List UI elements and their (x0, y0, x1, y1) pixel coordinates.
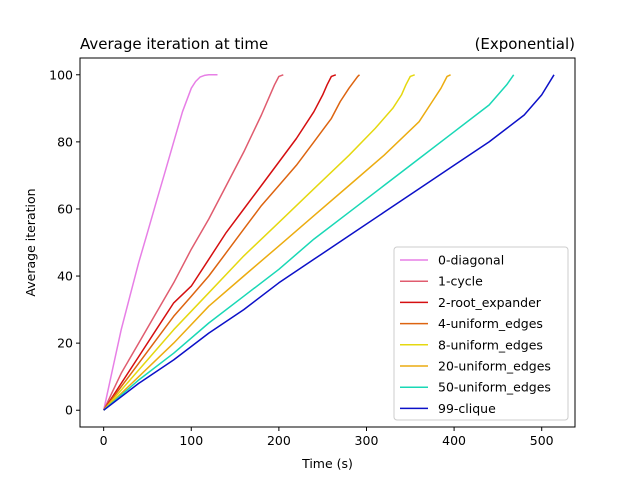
chart-title: Average iteration at time (80, 35, 268, 53)
series-line-99-clique (103, 74, 555, 411)
x-tick-label: 0 (100, 433, 108, 448)
legend-item-2-root_expander: 2-root_expander (438, 295, 542, 310)
plot-area (102, 74, 555, 411)
legend-item-50-uniform_edges: 50-uniform_edges (438, 380, 551, 395)
y-tick-label: 80 (57, 134, 73, 149)
series-line-1-cycle (103, 74, 284, 411)
y-tick-label: 0 (65, 403, 73, 418)
y-tick-label: 40 (57, 269, 73, 284)
y-axis: 0 20 40 60 80 100 (49, 67, 80, 418)
series-line-20-uniform_edges (103, 74, 451, 411)
series-line-2-root_expander (103, 74, 337, 411)
x-tick-label: 500 (530, 433, 554, 448)
legend: 0-diagonal 1-cycle 2-root_expander 4-unifor… (393, 246, 569, 421)
legend-item-8-uniform_edges: 8-uniform_edges (438, 337, 543, 352)
legend-item-99-clique: 99-clique (438, 401, 496, 416)
y-tick-label: 20 (57, 336, 73, 351)
series-line-50-uniform_edges (103, 74, 515, 411)
series-line-0-diagonal (102, 74, 218, 411)
y-tick-label: 100 (49, 67, 73, 82)
x-tick-label: 100 (179, 433, 203, 448)
legend-item-1-cycle: 1-cycle (438, 274, 483, 289)
legend-item-4-uniform_edges: 4-uniform_edges (438, 316, 543, 331)
y-axis-label: Average iteration (23, 188, 38, 296)
y-tick-label: 60 (57, 201, 73, 216)
axes-frame (79, 57, 576, 428)
series-line-8-uniform_edges (103, 74, 415, 411)
x-tick-label: 200 (267, 433, 291, 448)
x-axis-label: Time (s) (301, 456, 353, 471)
legend-item-0-diagonal: 0-diagonal (438, 253, 504, 268)
legend-box (393, 246, 569, 421)
x-tick-label: 400 (442, 433, 466, 448)
legend-item-20-uniform_edges: 20-uniform_edges (438, 359, 551, 374)
x-axis: 0 100 200 300 400 500 (100, 427, 554, 448)
x-tick-label: 300 (355, 433, 379, 448)
series-line-4-uniform_edges (103, 74, 360, 411)
chart-title-right: (Exponential) (475, 35, 575, 53)
